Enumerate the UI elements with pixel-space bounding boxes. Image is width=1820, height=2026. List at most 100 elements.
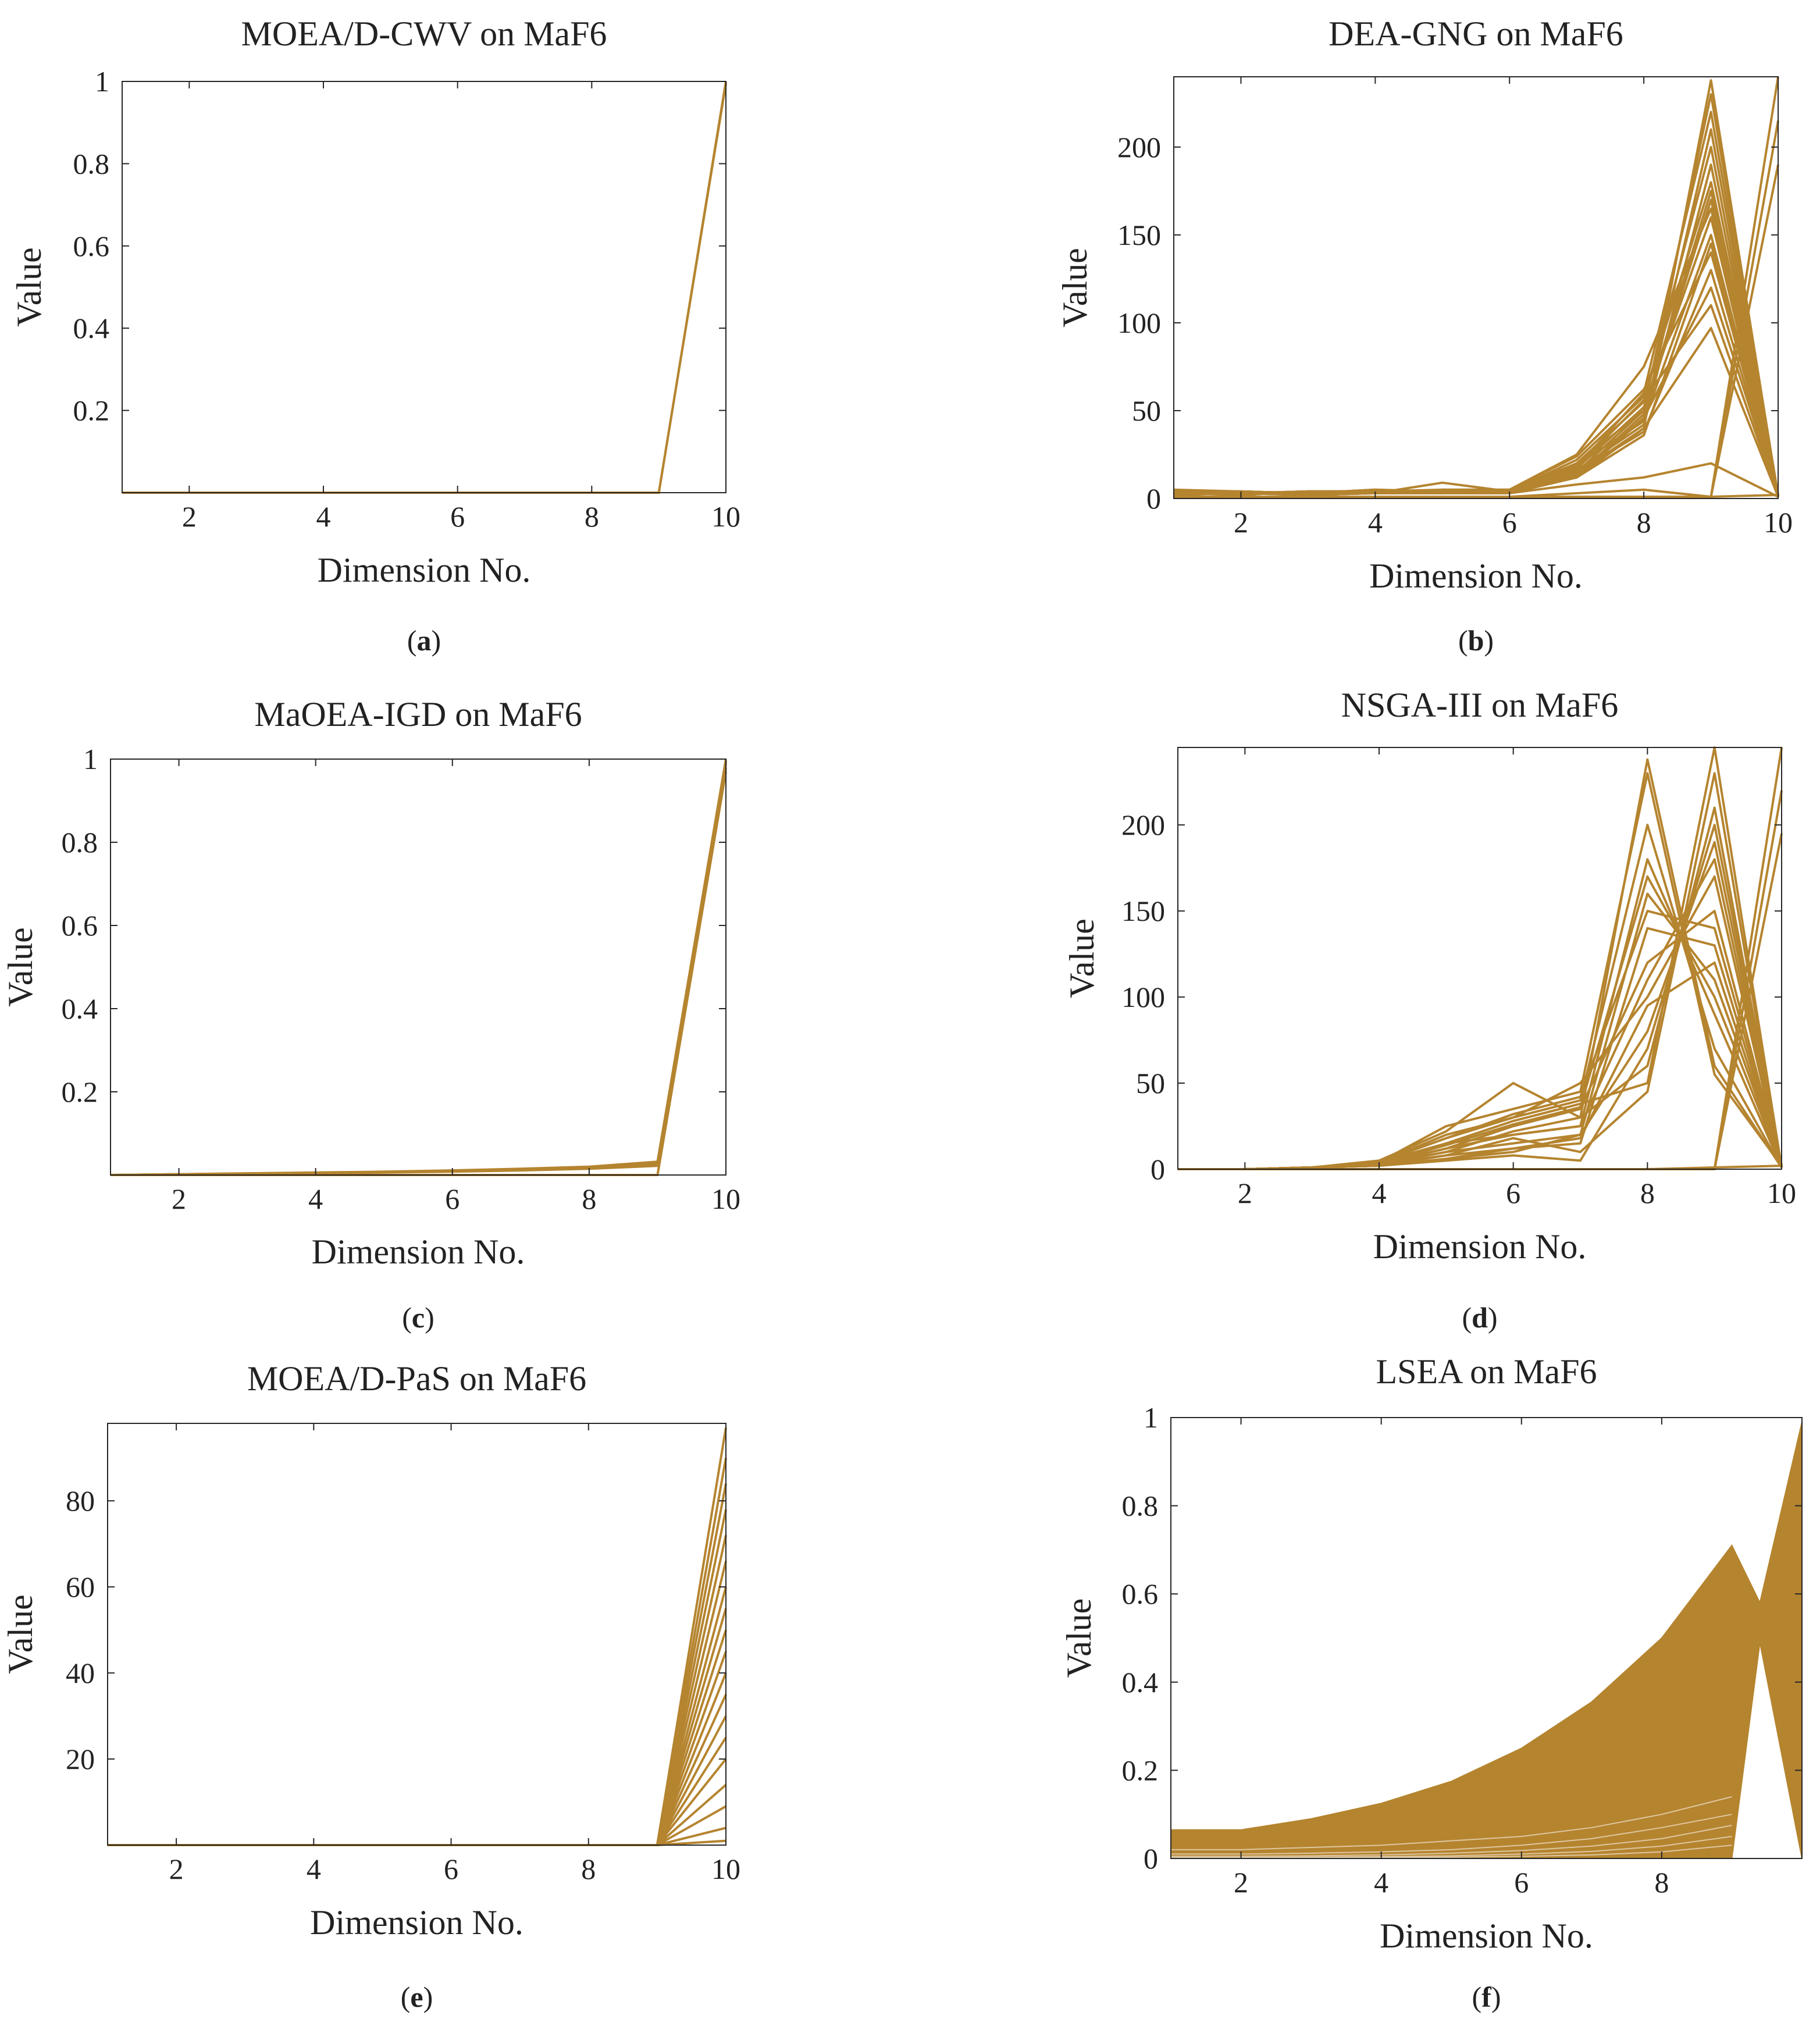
series-line — [122, 83, 727, 494]
x-tick-label: 2 — [1238, 1177, 1252, 1209]
x-tick-label: 2 — [182, 500, 197, 533]
y-tick-label: 1 — [83, 743, 98, 775]
panel-a: MOEA/D-CWV on MaF6 2 4 6 8 10 0.2 0.4 0.6 0.8 1 Dim… — [10, 15, 740, 657]
axes-frame-f — [1170, 1417, 1803, 1859]
y-tick-label: 0.8 — [73, 147, 110, 180]
y-tick-label: 20 — [66, 1743, 95, 1775]
chart-title-a: MOEA/D-CWV on MaF6 — [241, 15, 607, 53]
series-line — [110, 767, 727, 1176]
series-line — [108, 1694, 727, 1846]
series-line — [108, 1826, 726, 1846]
series-line — [1174, 326, 1779, 497]
series-line — [108, 1427, 727, 1846]
y-axis-label-a: Value — [10, 247, 48, 327]
y-tick-label: 0.2 — [62, 1076, 98, 1108]
y-axis-label-c: Value — [1, 927, 40, 1007]
series-line — [108, 1561, 727, 1846]
y-tick-label: 0.8 — [1122, 1490, 1159, 1522]
x-tick-label: 4 — [308, 1183, 323, 1215]
x-tick-label: 4 — [307, 1853, 321, 1885]
series-line — [1171, 1796, 1732, 1850]
x-tick-label: 8 — [1640, 1177, 1655, 1209]
envelope-area — [1170, 1422, 1803, 1859]
series-line — [108, 1839, 726, 1846]
series-line — [110, 763, 727, 1176]
y-tick-label: 150 — [1117, 219, 1161, 251]
y-tick-label: 50 — [1132, 394, 1161, 427]
x-tick-label: 6 — [445, 1183, 460, 1215]
chart-title-c: MaOEA-IGD on MaF6 — [254, 695, 582, 734]
panel-c: MaOEA-IGD on MaF6 2 4 6 8 10 0.2 0.4 0.6 0.8 1 Dime… — [1, 695, 740, 1334]
series-line — [108, 1457, 727, 1846]
series-line — [110, 759, 727, 1176]
panel-e: MOEA/D-PaS on MaF6 2 4 6 8 10 20 40 60 80 Dimensio… — [1, 1359, 740, 2013]
series-line — [1178, 790, 1783, 1170]
subfigure-caption-c: (c) — [402, 1301, 434, 1334]
y-tick-label: 150 — [1121, 895, 1165, 927]
axes-frame-e — [107, 1423, 726, 1846]
series-line — [1173, 286, 1779, 496]
series-line — [108, 1672, 727, 1846]
series-line — [108, 1534, 727, 1846]
y-tick-label: 80 — [66, 1484, 95, 1517]
y-tick-label: 0.2 — [73, 394, 110, 427]
axes-frame-a — [122, 81, 726, 493]
y-axis-label-d: Value — [1063, 918, 1101, 998]
series-line — [108, 1805, 726, 1846]
x-tick-label: 2 — [1234, 506, 1248, 539]
series-line — [1173, 79, 1779, 497]
axes-frame-b — [1173, 76, 1779, 499]
plot-area-b — [1173, 76, 1779, 498]
plot-area-c — [110, 759, 727, 1176]
y-tick-label: 50 — [1136, 1067, 1165, 1099]
y-tick-label: 100 — [1117, 307, 1161, 339]
chart-title-b: DEA-GNG on MaF6 — [1329, 15, 1623, 53]
x-axis-label-a: Dimension No. — [318, 551, 531, 589]
y-tick-label: 100 — [1121, 981, 1165, 1013]
x-tick-label: 10 — [711, 500, 740, 533]
series-line — [108, 1629, 727, 1846]
series-line — [1173, 251, 1779, 497]
x-tick-label: 4 — [1374, 1866, 1388, 1899]
x-axis-label-f: Dimension No. — [1380, 1917, 1593, 1955]
series-line — [1171, 1836, 1732, 1858]
x-tick-label: 6 — [450, 500, 465, 533]
series-line — [1173, 93, 1779, 496]
series-line — [122, 81, 727, 494]
x-tick-label: 10 — [1767, 1177, 1796, 1209]
series-line — [1174, 488, 1779, 498]
y-tick-label: 0 — [1144, 1842, 1158, 1875]
x-tick-label: 6 — [1514, 1866, 1529, 1899]
series-line — [108, 1586, 727, 1846]
axes-frame-d — [1177, 747, 1782, 1170]
x-tick-label: 10 — [1764, 506, 1793, 539]
x-tick-label: 8 — [1637, 506, 1651, 539]
series-line — [108, 1651, 727, 1846]
x-tick-label: 2 — [172, 1183, 186, 1215]
x-tick-label: 6 — [1506, 1177, 1520, 1209]
x-tick-label: 8 — [581, 1853, 596, 1885]
series-line — [110, 761, 727, 1176]
subfigure-caption-d: (d) — [1462, 1301, 1497, 1334]
x-tick-label: 2 — [169, 1853, 184, 1885]
y-tick-label: 1 — [1144, 1401, 1158, 1434]
subfigure-caption-a: (a) — [407, 624, 441, 657]
y-axis-label-b: Value — [1056, 248, 1094, 327]
x-tick-label: 4 — [1372, 1177, 1387, 1209]
panel-f: LSEA on MaF6 2 4 6 8 0 0.2 0.4 0.6 0.8 1 Dimension … — [1060, 1352, 1803, 2013]
plot-area-f — [1170, 1422, 1803, 1859]
series-line — [1178, 841, 1783, 1170]
x-axis-label-e: Dimension No. — [310, 1903, 523, 1942]
x-tick-label: 8 — [1654, 1866, 1669, 1899]
series-line — [108, 1608, 727, 1846]
x-tick-label: 10 — [711, 1853, 740, 1885]
x-tick-label: 6 — [1502, 506, 1517, 539]
series-line — [108, 1783, 727, 1846]
series-line — [1173, 269, 1779, 497]
x-tick-label: 6 — [444, 1853, 458, 1885]
y-tick-label: 40 — [66, 1657, 95, 1689]
chart-title-e: MOEA/D-PaS on MaF6 — [247, 1359, 586, 1398]
